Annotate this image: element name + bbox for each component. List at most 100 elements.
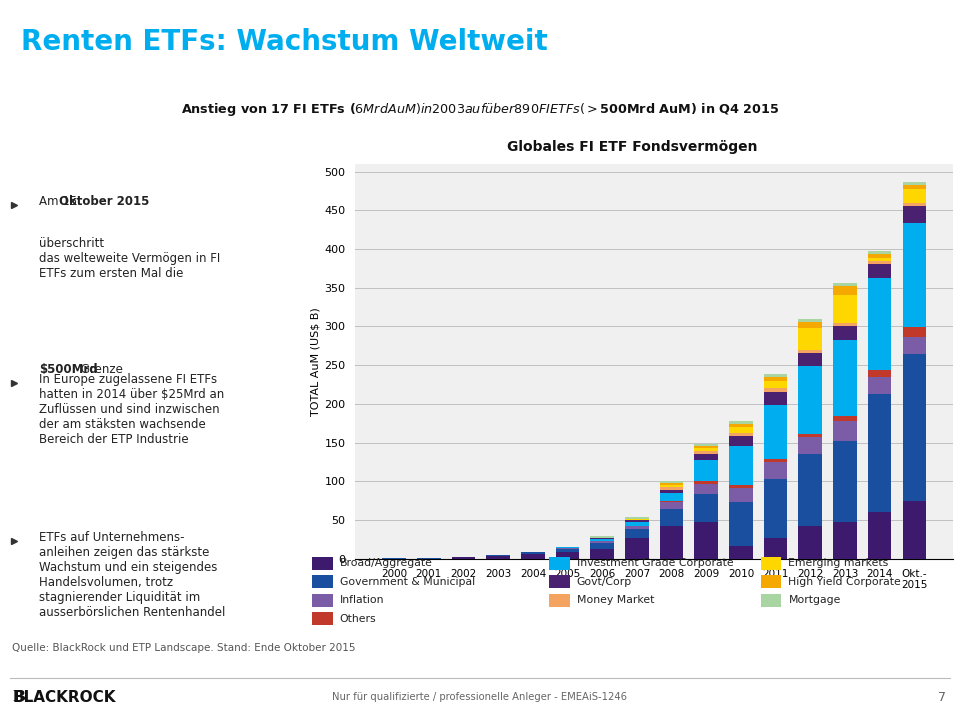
Bar xyxy=(764,374,787,377)
Y-axis label: TOTAL AuM (US$ B): TOTAL AuM (US$ B) xyxy=(310,307,321,416)
Bar xyxy=(730,436,753,446)
Bar xyxy=(799,328,822,350)
Text: B: B xyxy=(12,690,26,704)
Bar xyxy=(660,501,684,503)
Text: Oktober 2015: Oktober 2015 xyxy=(59,194,150,208)
Bar xyxy=(625,522,649,525)
Text: überschritt
das welteweite Vermögen in FI
ETFs zum ersten Mal die: überschritt das welteweite Vermögen in F… xyxy=(39,236,221,280)
Text: 7: 7 xyxy=(938,691,946,703)
Bar xyxy=(764,479,787,538)
Bar xyxy=(799,350,822,353)
Bar xyxy=(556,552,579,559)
Bar xyxy=(833,295,856,323)
Bar xyxy=(549,575,570,588)
Text: Government & Municipal: Government & Municipal xyxy=(340,577,474,587)
Bar xyxy=(625,525,649,529)
Bar xyxy=(902,184,926,189)
Bar xyxy=(590,541,614,543)
Bar xyxy=(833,522,856,559)
Bar xyxy=(833,323,856,327)
Bar xyxy=(868,261,892,263)
Text: Renten ETFs: Wachstum Weltweit: Renten ETFs: Wachstum Weltweit xyxy=(21,28,548,56)
Text: High Yield Corporate: High Yield Corporate xyxy=(788,577,901,587)
Text: ETFs auf Unternehmens-
anleihen zeigen das stärkste
Wachstum und ein steigendes
: ETFs auf Unternehmens- anleihen zeigen d… xyxy=(39,531,226,619)
Bar xyxy=(799,526,822,559)
Bar xyxy=(799,366,822,434)
Bar xyxy=(694,483,718,494)
Bar xyxy=(730,424,753,427)
Bar xyxy=(833,416,856,421)
Bar xyxy=(590,536,614,538)
Bar xyxy=(868,513,892,559)
Bar xyxy=(590,543,614,549)
Bar xyxy=(902,354,926,501)
Bar xyxy=(833,421,856,441)
Bar xyxy=(521,554,544,559)
Bar xyxy=(694,448,718,451)
Bar xyxy=(625,517,649,518)
Text: Broad/Aggregate: Broad/Aggregate xyxy=(340,558,432,568)
Bar xyxy=(694,522,718,559)
Bar xyxy=(694,481,718,483)
Bar xyxy=(660,493,684,501)
Bar xyxy=(799,434,822,437)
Bar xyxy=(660,485,684,487)
Text: Globales FI ETF Fondsvermögen: Globales FI ETF Fondsvermögen xyxy=(508,140,757,155)
Bar xyxy=(694,451,718,454)
Text: Mortgage: Mortgage xyxy=(788,595,841,605)
Bar xyxy=(625,538,649,559)
Bar xyxy=(761,557,781,570)
Text: Grenze: Grenze xyxy=(77,363,123,376)
Text: In Europe zugelassene FI ETFs
hatten in 2014 über $25Mrd an
Zuflüssen und sind i: In Europe zugelassene FI ETFs hatten in … xyxy=(39,373,225,446)
Text: Money Market: Money Market xyxy=(577,595,654,605)
Bar xyxy=(549,557,570,570)
Bar xyxy=(625,518,649,520)
Bar xyxy=(549,594,570,607)
Bar xyxy=(660,526,684,559)
Bar xyxy=(799,454,822,526)
Bar xyxy=(660,487,684,490)
Bar xyxy=(868,254,892,258)
Bar xyxy=(312,612,332,625)
Bar xyxy=(799,437,822,454)
Text: $500Mrd: $500Mrd xyxy=(39,363,98,376)
Bar xyxy=(625,529,649,538)
Bar xyxy=(761,594,781,607)
Bar xyxy=(799,319,822,322)
Text: Am 15.: Am 15. xyxy=(39,194,84,208)
Bar xyxy=(764,462,787,479)
Bar xyxy=(730,488,753,501)
Bar xyxy=(902,202,926,206)
Bar xyxy=(833,340,856,416)
Bar xyxy=(761,575,781,588)
Bar xyxy=(694,460,718,481)
Bar xyxy=(660,483,684,485)
Bar xyxy=(590,549,614,559)
Bar xyxy=(868,258,892,261)
Bar xyxy=(452,557,475,559)
Bar xyxy=(730,421,753,424)
Bar xyxy=(764,382,787,389)
Bar xyxy=(799,353,822,366)
Bar xyxy=(902,223,926,328)
Bar xyxy=(487,556,510,559)
Text: Anstieg von 17 FI ETFs ($6Mrd AuM) in 2003 auf über 890 FI ETFs (>$500Mrd AuM) i: Anstieg von 17 FI ETFs ($6Mrd AuM) in 20… xyxy=(180,101,780,118)
Bar xyxy=(764,538,787,559)
Bar xyxy=(868,263,892,278)
Text: Inflation: Inflation xyxy=(340,595,384,605)
Bar xyxy=(730,433,753,436)
Bar xyxy=(833,441,856,522)
Bar xyxy=(730,485,753,488)
Bar xyxy=(694,454,718,460)
Bar xyxy=(694,446,718,448)
Bar xyxy=(694,444,718,446)
Bar xyxy=(833,327,856,340)
Bar xyxy=(730,546,753,559)
Bar xyxy=(902,337,926,354)
Text: Emerging markets: Emerging markets xyxy=(788,558,889,568)
Bar xyxy=(730,427,753,433)
Text: BLACKROCK: BLACKROCK xyxy=(12,690,116,705)
Text: Nur für qualifizierte / professionelle Anleger - EMEAiS-1246: Nur für qualifizierte / professionelle A… xyxy=(332,692,628,702)
Bar xyxy=(833,286,856,295)
Bar xyxy=(590,538,614,539)
